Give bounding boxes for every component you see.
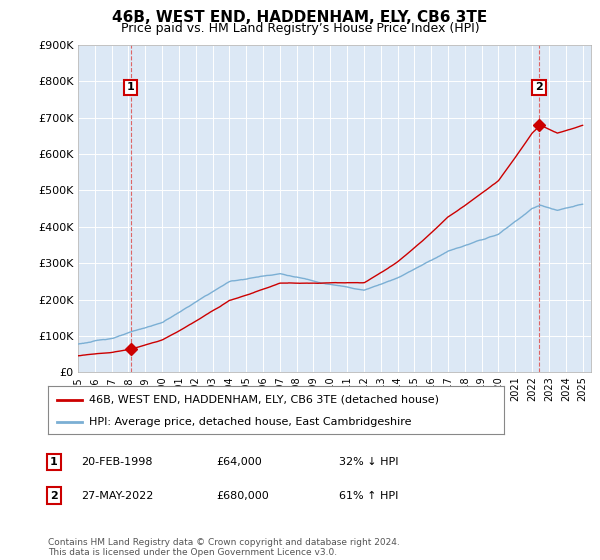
Text: 61% ↑ HPI: 61% ↑ HPI xyxy=(339,491,398,501)
Text: 46B, WEST END, HADDENHAM, ELY, CB6 3TE: 46B, WEST END, HADDENHAM, ELY, CB6 3TE xyxy=(112,10,488,25)
Text: 32% ↓ HPI: 32% ↓ HPI xyxy=(339,457,398,467)
Text: £680,000: £680,000 xyxy=(216,491,269,501)
Text: 2: 2 xyxy=(535,82,543,92)
Text: Contains HM Land Registry data © Crown copyright and database right 2024.
This d: Contains HM Land Registry data © Crown c… xyxy=(48,538,400,557)
Text: 1: 1 xyxy=(50,457,58,467)
Text: HPI: Average price, detached house, East Cambridgeshire: HPI: Average price, detached house, East… xyxy=(89,417,412,427)
Text: 1: 1 xyxy=(127,82,134,92)
Text: 27-MAY-2022: 27-MAY-2022 xyxy=(81,491,154,501)
Text: 20-FEB-1998: 20-FEB-1998 xyxy=(81,457,152,467)
Text: £64,000: £64,000 xyxy=(216,457,262,467)
Text: 2: 2 xyxy=(50,491,58,501)
Text: Price paid vs. HM Land Registry’s House Price Index (HPI): Price paid vs. HM Land Registry’s House … xyxy=(121,22,479,35)
Text: 46B, WEST END, HADDENHAM, ELY, CB6 3TE (detached house): 46B, WEST END, HADDENHAM, ELY, CB6 3TE (… xyxy=(89,395,439,405)
